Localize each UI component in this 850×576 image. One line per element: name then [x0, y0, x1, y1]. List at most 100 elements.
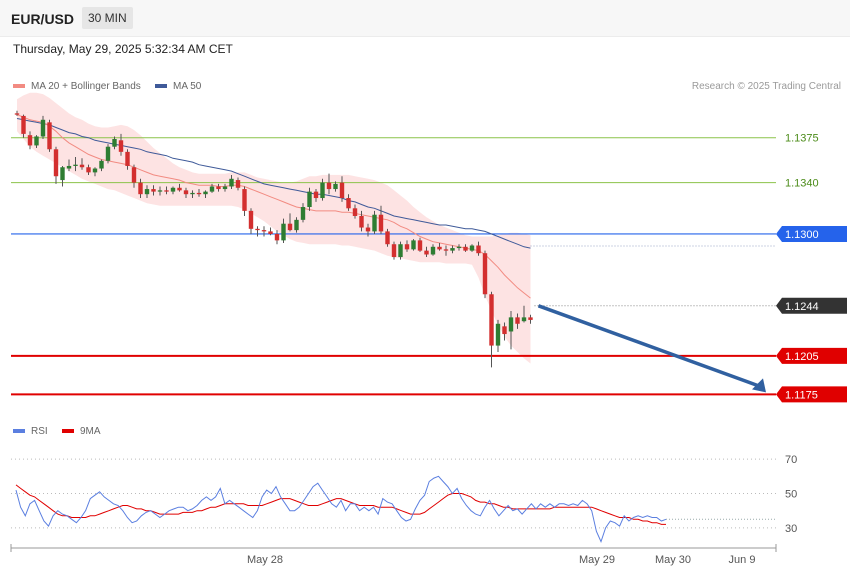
candle	[216, 186, 221, 190]
candle	[391, 244, 397, 258]
candle	[437, 246, 442, 250]
level-label-1.1244: 1.1244	[785, 301, 819, 313]
candle	[320, 182, 325, 199]
candle	[47, 122, 52, 150]
legend-ma20: MA 20 + Bollinger Bands	[13, 81, 141, 92]
level-tag-1.1244	[776, 297, 847, 314]
research-credit: Research © 2025 Trading Central	[691, 81, 841, 92]
candle	[53, 149, 59, 177]
ma20-line	[16, 114, 531, 299]
candle	[482, 253, 488, 295]
candle	[164, 190, 169, 192]
candle	[248, 210, 254, 229]
candle	[528, 317, 533, 320]
legend-9ma-label: 9MA	[80, 426, 101, 437]
candle	[268, 231, 273, 234]
candle	[40, 119, 46, 137]
candle	[203, 191, 208, 195]
candle	[196, 192, 202, 195]
candle	[66, 165, 72, 169]
candle	[235, 180, 241, 188]
candle	[333, 183, 338, 190]
candle	[177, 187, 182, 191]
projection-arrow-head	[752, 378, 766, 393]
candle	[144, 189, 150, 195]
candle	[521, 317, 527, 322]
level-label-1.1340: 1.1340	[785, 178, 819, 190]
candle	[131, 167, 137, 183]
projection-arrow-shaft	[537, 304, 761, 388]
level-label-1.1175: 1.1175	[785, 389, 818, 401]
candle	[222, 186, 228, 190]
candle	[378, 214, 384, 232]
candle	[313, 191, 319, 199]
rsi-label-30: 30	[785, 523, 797, 535]
candle	[157, 190, 163, 192]
candle	[469, 245, 475, 251]
candle	[229, 178, 234, 187]
candle	[359, 216, 364, 228]
candle	[300, 207, 306, 220]
level-label-1.1300: 1.1300	[785, 229, 819, 241]
ma20-swatch	[13, 84, 25, 89]
datetime-label: Thursday, May 29, 2025 5:32:34 AM CET	[13, 42, 233, 56]
ma50-line	[16, 118, 531, 249]
candle	[255, 228, 260, 231]
candle	[352, 208, 358, 216]
level-tag-1.1205	[776, 347, 847, 364]
level-label-1.1375: 1.1375	[785, 133, 819, 145]
candle	[495, 323, 501, 346]
candle	[372, 214, 377, 232]
candle	[105, 146, 111, 161]
candle	[92, 168, 98, 173]
x-tick-label: Jun 9	[729, 554, 756, 566]
candle	[138, 182, 143, 195]
candle	[190, 192, 195, 195]
legend-ma50-label: MA 50	[173, 81, 202, 92]
candle	[476, 245, 481, 254]
candle	[261, 230, 267, 232]
level-label-1.1205: 1.1205	[785, 351, 819, 363]
candle	[385, 231, 390, 245]
legend-9ma: 9MA	[62, 426, 101, 437]
candle	[73, 164, 78, 166]
candle	[99, 160, 104, 169]
candle	[294, 219, 299, 231]
candle	[86, 167, 91, 173]
candle	[125, 151, 130, 166]
candle	[34, 136, 39, 146]
candle	[398, 244, 403, 258]
candle	[456, 246, 462, 249]
timeframe-button[interactable]: 30 MIN	[82, 7, 133, 29]
candle	[151, 189, 156, 192]
candle	[281, 223, 286, 241]
legend-rsi: RSI	[13, 426, 48, 437]
candle	[112, 139, 117, 147]
legend-rsi-label: RSI	[31, 426, 48, 437]
header-bar: EUR/USD 30 MIN	[0, 0, 850, 37]
candle	[27, 135, 33, 146]
candle	[430, 246, 436, 255]
candle	[346, 198, 351, 209]
candle	[417, 240, 423, 251]
rsi-label-50: 50	[785, 489, 797, 501]
bollinger-band	[17, 92, 531, 364]
candle	[339, 182, 345, 199]
x-tick-label: May 29	[579, 554, 615, 566]
x-tick-label: May 30	[655, 554, 691, 566]
legend-ma50: MA 50	[155, 81, 201, 92]
candle	[508, 317, 514, 332]
candle	[242, 189, 247, 211]
candle	[118, 140, 124, 152]
candle	[502, 326, 507, 335]
candle	[404, 244, 410, 250]
candle	[60, 167, 65, 181]
candle	[443, 249, 449, 251]
candle	[274, 233, 280, 241]
candle	[14, 113, 20, 115]
candle	[326, 182, 332, 190]
x-tick-label: May 28	[247, 554, 283, 566]
candle	[287, 223, 293, 231]
candle	[411, 240, 416, 250]
